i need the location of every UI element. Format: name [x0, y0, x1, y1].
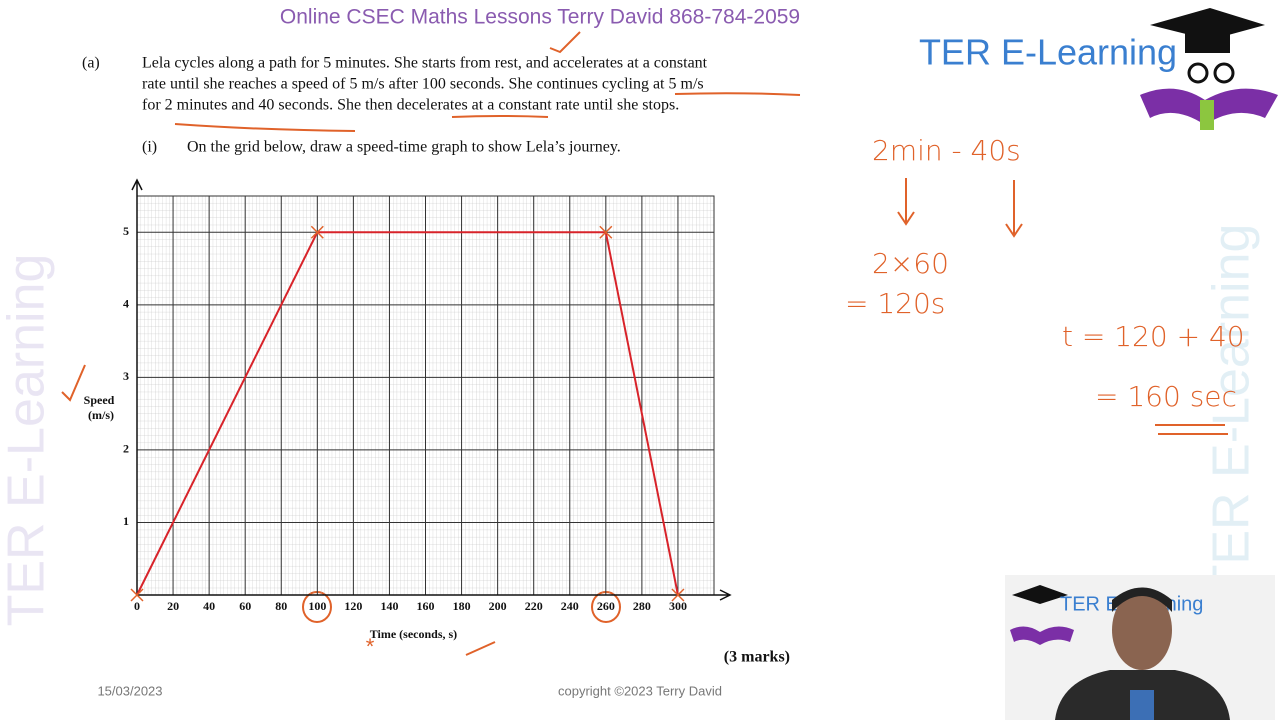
x-tick-label: 200	[489, 599, 507, 613]
watermark: TER E-Learning	[1203, 224, 1261, 597]
x-tick-label: 180	[453, 599, 471, 613]
question-instruction: On the grid below, draw a speed-time gra…	[187, 139, 621, 156]
header-title: Online CSEC Maths Lessons Terry David 86…	[280, 6, 800, 29]
webcam: TER E-Learning	[1005, 575, 1275, 720]
question-line: for 2 minutes and 40 seconds. She then d…	[142, 97, 679, 114]
x-tick-label: 0	[134, 599, 140, 613]
note: = 120s	[845, 287, 945, 320]
watermark: TER E-Learning	[0, 254, 56, 627]
note: = 160 sec	[1095, 380, 1237, 413]
logo-icon	[1140, 8, 1278, 130]
x-tick-label: 220	[525, 599, 543, 613]
note: 2×60	[872, 247, 949, 280]
note: t = 120 + 40	[1062, 320, 1245, 353]
x-axis-label: Time (seconds, s)	[370, 627, 457, 641]
x-tick-label: 140	[380, 599, 398, 613]
question-line: rate until she reaches a speed of 5 m/s …	[142, 76, 704, 93]
y-tick-label: 5	[123, 224, 129, 238]
y-tick-label: 2	[123, 442, 129, 456]
y-tick-label: 4	[123, 297, 129, 311]
data-line	[136, 231, 679, 596]
x-tick-label: 160	[417, 599, 435, 613]
y-axis-unit: (m/s)	[88, 408, 114, 422]
x-tick-label: 20	[167, 599, 179, 613]
question-part: (a)	[82, 55, 100, 72]
x-tick-label: 280	[633, 599, 651, 613]
x-tick-label: 100	[308, 599, 326, 613]
x-tick-label: 260	[597, 599, 615, 613]
y-axis-label: Speed	[84, 393, 115, 407]
y-tick-label: 3	[123, 369, 129, 383]
logo: TER E-Learning	[919, 32, 1177, 73]
note: 2min - 40s	[872, 134, 1021, 167]
chart: 0 20 40 60 80 100 120 140 160 180 200 220 240 260 280 3…	[84, 178, 732, 641]
x-tick-label: 60	[239, 599, 251, 613]
footer-copyright: copyright ©2023 Terry David	[558, 683, 722, 698]
axes	[131, 178, 732, 601]
data-point	[671, 588, 685, 602]
x-tick-label: 300	[669, 599, 687, 613]
x-tick-label: 40	[203, 599, 215, 613]
x-tick-label: 240	[561, 599, 579, 613]
question-line: Lela cycles along a path for 5 minutes. …	[142, 55, 708, 72]
data-point	[130, 588, 144, 602]
question-subpart: (i)	[142, 139, 157, 156]
data-point	[310, 225, 324, 239]
note-arrows	[897, 178, 1023, 238]
y-tick-label: 1	[123, 514, 129, 528]
star-mark: *	[366, 634, 375, 659]
annotation-strokes	[61, 31, 1228, 656]
x-tick-label: 80	[275, 599, 287, 613]
marks: (3 marks)	[724, 649, 790, 666]
footer-date: 15/03/2023	[97, 683, 162, 698]
data-point	[599, 225, 613, 239]
x-tick-label: 120	[344, 599, 362, 613]
